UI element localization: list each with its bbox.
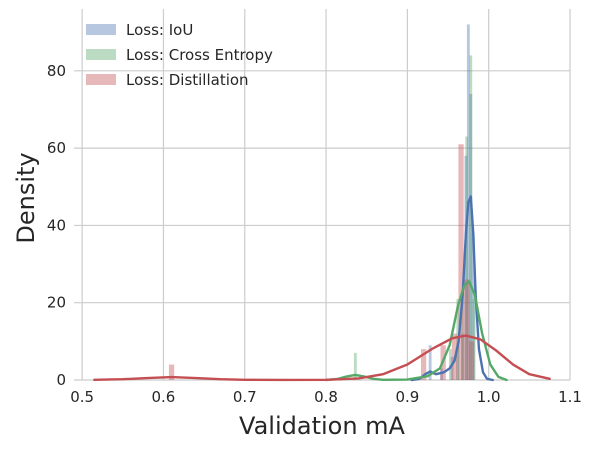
y-tick-label: 20 [47, 294, 66, 312]
histogram-bar-series-1-1 [428, 345, 432, 380]
plot-area [74, 9, 570, 380]
histogram-bar-series-1-9 [471, 233, 475, 380]
legend-label-series-1: Loss: IoU [126, 21, 193, 39]
kde-line-series-2 [324, 280, 508, 382]
histogram-bar-series-1-6 [464, 155, 468, 380]
y-tick-label: 60 [47, 139, 66, 157]
histogram-bar-series-3-5 [458, 144, 464, 380]
kde-line-series-3 [93, 334, 551, 382]
histogram-bar-series-2-4 [461, 294, 465, 380]
x-tick-label: 0.7 [233, 388, 257, 406]
histogram-bar-series-2-7 [472, 298, 476, 380]
histogram-bar-series-2-2 [449, 349, 452, 380]
x-tick-label: 0.6 [152, 388, 176, 406]
x-tick-label: 0.5 [70, 388, 94, 406]
histogram-bar-series-1-2 [440, 368, 443, 380]
kde-line-series-1 [410, 195, 494, 382]
legend-label-series-2: Loss: Cross Entropy [126, 46, 273, 64]
histogram-bar-series-3-2 [420, 349, 427, 380]
histogram-bar-series-3-1 [168, 364, 175, 380]
x-tick-label: 0.8 [314, 388, 338, 406]
x-tick-label: 0.9 [395, 388, 419, 406]
x-axis-ticks: 0.5 0.6 0.7 0.8 0.9 1.0 1.1 [70, 388, 582, 406]
x-axis-title: Validation mA [239, 412, 406, 440]
y-axis-ticks: 0 20 40 60 80 [47, 62, 66, 389]
histogram-bar-series-1-4 [456, 345, 460, 380]
y-tick-label: 80 [47, 62, 66, 80]
histogram-bar-series-1-3 [450, 356, 454, 380]
histogram-bar-series-2-6 [469, 55, 473, 380]
chart-legend: Loss: IoU Loss: Cross Entropy Loss: Distil… [86, 21, 273, 89]
histogram-bar-series-1-8 [469, 94, 473, 380]
legend-swatch-series-1 [86, 24, 116, 35]
x-tick-label: 1.0 [477, 388, 501, 406]
histogram-bar-series-2-1 [353, 352, 357, 380]
legend-label-series-3: Loss: Distillation [126, 71, 249, 89]
x-tick-label: 1.1 [558, 388, 582, 406]
y-axis-title: Density [12, 152, 40, 243]
histogram-bar-series-3-6 [464, 279, 470, 380]
legend-swatch-series-3 [86, 74, 116, 85]
legend-swatch-series-2 [86, 49, 116, 60]
grid-lines [74, 9, 571, 381]
histogram-bar-series-3-7 [468, 341, 475, 380]
kde-curves [93, 195, 551, 382]
histogram-bar-series-1-5 [461, 333, 465, 380]
histogram-bar-series-2-5 [465, 136, 469, 380]
y-tick-label: 0 [56, 371, 66, 389]
y-tick-label: 40 [47, 216, 66, 234]
